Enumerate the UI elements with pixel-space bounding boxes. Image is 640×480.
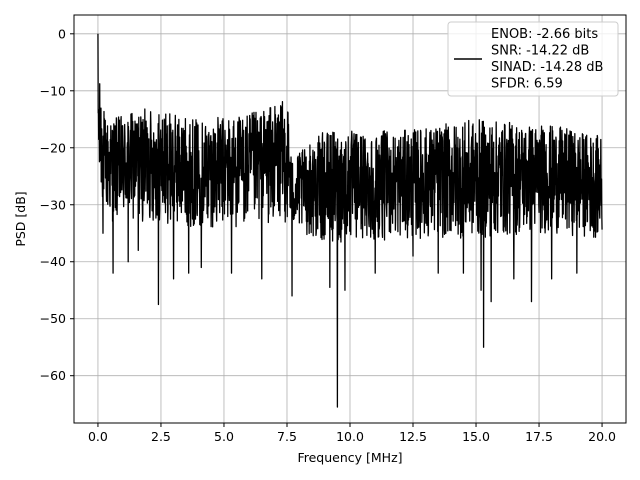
y-tick-label: −40 bbox=[40, 254, 66, 269]
y-axis-label: PSD [dB] bbox=[13, 191, 28, 246]
x-tick-label: 0.0 bbox=[88, 429, 108, 444]
x-tick-label: 2.5 bbox=[151, 429, 171, 444]
x-axis-label: Frequency [MHz] bbox=[297, 450, 402, 465]
legend-entry-snr: SNR: -14.22 dB bbox=[491, 44, 589, 59]
x-tick-label: 15.0 bbox=[462, 429, 490, 444]
y-tick-label: −20 bbox=[40, 140, 66, 155]
y-tick-label: −50 bbox=[40, 311, 66, 326]
x-tick-label: 12.5 bbox=[399, 429, 427, 444]
y-axis: 0 −10 −20 −30 −40 −50 −60 bbox=[40, 26, 74, 383]
legend: ENOB: -2.66 bits SNR: -14.22 dB SINAD: -… bbox=[447, 21, 619, 97]
y-tick-label: 0 bbox=[58, 26, 66, 41]
legend-box bbox=[447, 21, 619, 97]
legend-entry-sinad: SINAD: -14.28 dB bbox=[491, 60, 603, 75]
x-axis: 0.0 2.5 5.0 7.5 10.0 12.5 15.0 17.5 20.0 bbox=[88, 423, 616, 444]
data-layer bbox=[97, 33, 603, 408]
x-tick-label: 7.5 bbox=[277, 429, 297, 444]
x-tick-label: 10.0 bbox=[336, 429, 364, 444]
y-tick-label: −60 bbox=[40, 368, 66, 383]
y-tick-label: −10 bbox=[40, 83, 66, 98]
legend-entry-enob: ENOB: -2.66 bits bbox=[491, 27, 598, 42]
y-tick-label: −30 bbox=[40, 197, 66, 212]
x-tick-label: 17.5 bbox=[525, 429, 553, 444]
x-tick-label: 20.0 bbox=[588, 429, 616, 444]
psd-series-line bbox=[97, 33, 603, 408]
legend-entry-sfdr: SFDR: 6.59 bbox=[491, 77, 563, 92]
x-tick-label: 5.0 bbox=[214, 429, 234, 444]
